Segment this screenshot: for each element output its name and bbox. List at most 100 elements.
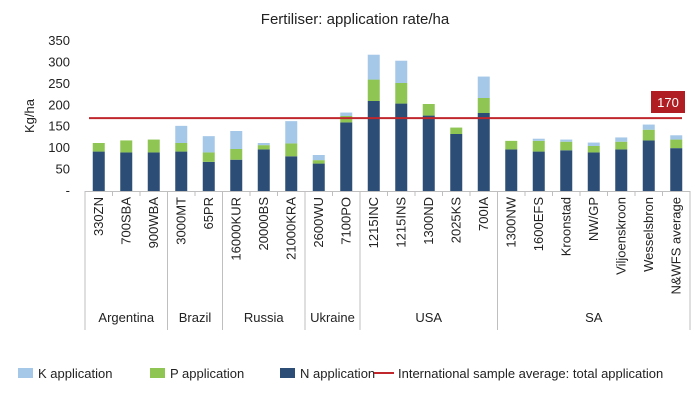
bar-segment-k	[202, 136, 215, 153]
x-tick-label: 1300NW	[503, 196, 518, 247]
legend-swatch	[280, 368, 295, 378]
x-tick-label: 1215INS	[393, 197, 408, 248]
bars	[92, 54, 683, 191]
bar-segment-p	[120, 140, 133, 153]
average-value-label: 170	[657, 95, 679, 110]
average-value-badge	[651, 91, 685, 113]
bar-segment-p	[477, 98, 490, 113]
x-tick-label: 3000MT	[173, 197, 188, 245]
bar-segment-p	[175, 143, 188, 152]
x-tick-label: Kroonstad	[558, 197, 573, 256]
legend-label: International sample average: total appl…	[398, 366, 663, 381]
bar-segment-k	[532, 138, 545, 141]
y-tick-label: 250	[48, 76, 70, 91]
bar-segment-k	[560, 139, 573, 142]
bar-segment-p	[422, 104, 435, 116]
bar-segment-p	[395, 83, 408, 104]
bar-segment-p	[147, 139, 160, 153]
x-tick-label: 65PR	[201, 197, 216, 230]
bar-segment-n	[92, 151, 105, 191]
bar-segment-k	[175, 125, 188, 143]
bar-segment-n	[587, 152, 600, 191]
legend: K application P application N application I…	[18, 366, 663, 381]
bar-segment-n	[340, 122, 353, 191]
group-label: Ukraine	[310, 310, 355, 325]
legend-swatch	[18, 368, 33, 378]
bar-segment-n	[670, 148, 683, 191]
x-tick-label: 21000KRA	[283, 197, 298, 260]
y-tick-label: 100	[48, 140, 70, 155]
y-axis-label: Kg/ha	[22, 98, 37, 133]
x-tick-label: NW/GP	[586, 197, 601, 241]
bar-segment-n	[532, 151, 545, 191]
y-tick-label: 300	[48, 54, 70, 69]
x-tick-label: 1300ND	[421, 197, 436, 245]
y-tick-label: 350	[48, 33, 70, 48]
bar-segment-k	[642, 124, 655, 130]
bar-segment-n	[505, 149, 518, 191]
x-tick-label: N&WFS average	[668, 197, 683, 295]
legend-label: K application	[38, 366, 112, 381]
chart-title: Fertiliser: application rate/ha	[261, 11, 450, 28]
x-tick-label: 700SBA	[118, 197, 133, 245]
reference-line: 170	[89, 91, 685, 120]
x-tick-label: 20000BS	[256, 197, 271, 251]
legend-label: N application	[300, 366, 375, 381]
bar-segment-n	[367, 101, 380, 191]
bar-segment-n	[175, 151, 188, 191]
bar-segment-n	[615, 149, 628, 191]
y-axis-ticks: - 50 100 150 200 250 300 350	[48, 33, 70, 198]
x-tick-label: 16000KUR	[228, 197, 243, 261]
bar-segment-k	[257, 143, 270, 146]
legend-label: P application	[170, 366, 244, 381]
bar-segment-p	[505, 140, 518, 150]
x-tick-label: Viljoenskroon	[613, 197, 628, 275]
bar-segment-n	[202, 161, 215, 191]
y-tick-label: 150	[48, 119, 70, 134]
bar-segment-p	[285, 143, 298, 157]
bar-segment-p	[642, 129, 655, 141]
y-tick-label: -	[66, 183, 70, 198]
bar-segment-k	[230, 131, 243, 149]
bar-segment-p	[670, 139, 683, 149]
bar-segment-n	[312, 163, 325, 191]
bar-segment-n	[395, 103, 408, 191]
group-labels: Argentina Brazil Russia Ukraine USA SA	[98, 310, 602, 325]
bar-segment-k	[312, 155, 325, 161]
bar-segment-p	[340, 116, 353, 123]
bar-segment-k	[615, 137, 628, 142]
bar-segment-p	[92, 143, 105, 152]
bar-segment-n	[230, 159, 243, 191]
bar-segment-n	[422, 115, 435, 191]
bar-segment-n	[477, 113, 490, 191]
bar-segment-p	[367, 79, 380, 101]
bar-segment-p	[202, 152, 215, 162]
legend-swatch	[150, 368, 165, 378]
x-tick-label: 900WBA	[146, 197, 161, 249]
bar-segment-k	[367, 54, 380, 80]
axes	[84, 191, 691, 330]
x-axis-labels: 330ZN 700SBA 900WBA 3000MT 65PR 16000KUR 20000…	[91, 196, 684, 294]
x-tick-label: 2025KS	[448, 197, 463, 244]
x-tick-label: 330ZN	[91, 197, 106, 236]
bar-segment-p	[450, 127, 463, 134]
bar-segment-p	[312, 160, 325, 164]
bar-segment-k	[670, 135, 683, 140]
bar-segment-k	[340, 112, 353, 116]
x-tick-label: 1215INC	[366, 197, 381, 248]
bar-segment-n	[642, 140, 655, 191]
bar-segment-n	[560, 150, 573, 191]
bar-segment-n	[257, 149, 270, 191]
bar-segment-k	[285, 121, 298, 144]
bar-segment-p	[257, 145, 270, 150]
y-tick-label: 200	[48, 97, 70, 112]
group-label: Brazil	[179, 310, 212, 325]
group-label: Russia	[244, 310, 285, 325]
bar-segment-n	[147, 152, 160, 191]
x-tick-label: 700IA	[476, 197, 491, 231]
bar-segment-p	[587, 146, 600, 153]
bar-segment-n	[450, 134, 463, 191]
bar-segment-n	[120, 152, 133, 191]
